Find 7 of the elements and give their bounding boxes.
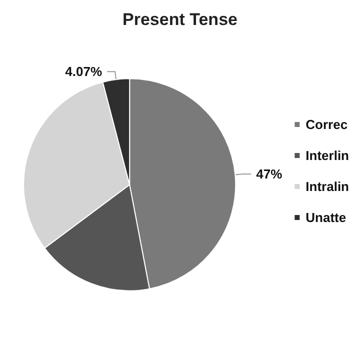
chart-title: Present Tense [122, 10, 238, 29]
data-label: 4.07% [65, 64, 102, 80]
legend-label: Interlin [306, 148, 350, 163]
legend-label: Correc [306, 117, 348, 132]
legend-label: Intralin [306, 179, 350, 194]
legend-label: Unatte [306, 210, 346, 225]
data-label: 47% [256, 166, 283, 182]
